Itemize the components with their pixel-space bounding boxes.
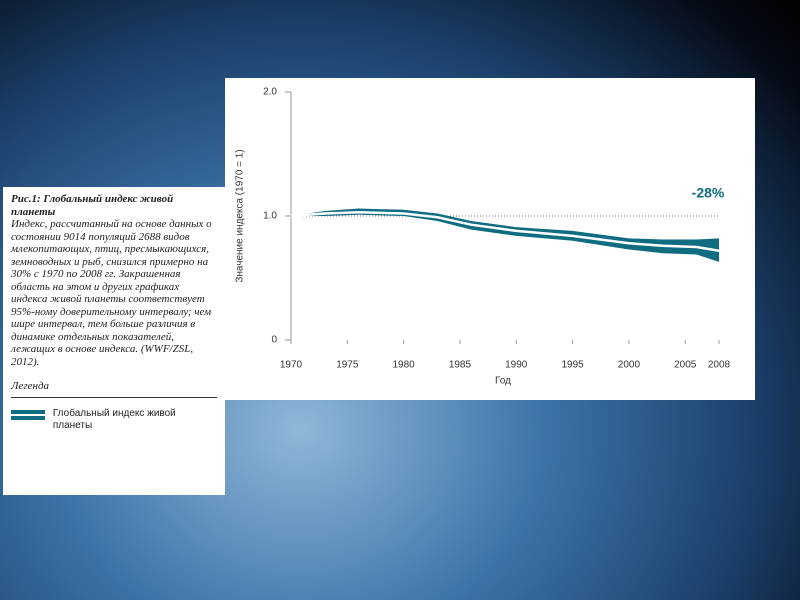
x-tick-label: 1980 [393,360,416,371]
y-tick-label: 1.0 [263,211,277,222]
legend-swatch [11,409,45,420]
x-tick-label: 1985 [449,360,472,371]
caption: Рис.1: Глобальный индекс живой планеты И… [3,187,225,495]
x-tick-label: 2008 [708,360,731,371]
annotation: -28% [692,185,725,201]
legend-entry: Глобальный индекс живой планеты [11,408,217,432]
confidence-band [291,208,719,262]
y-axis-label: Значение индекса (1970 = 1) [235,149,246,282]
legend-title: Легенда [11,380,217,398]
x-tick-label: 1990 [505,360,528,371]
x-tick-label: 1995 [561,360,584,371]
chart: Год Значение индекса (1970 = 1) -28% 0 1.… [225,78,755,400]
y-tick-label: 0 [271,335,277,346]
x-axis-label: Год [495,376,511,387]
x-tick-label: 1975 [336,360,359,371]
index-line [290,211,720,252]
x-tick-label: 1970 [280,360,303,371]
caption-title: Рис.1: Глобальный индекс живой планеты [11,193,174,218]
x-tick-label: 2000 [618,360,641,371]
caption-text: Индекс, рассчитанный на основе данных о … [11,218,212,368]
y-tick-label: 2.0 [263,87,277,98]
x-tick-label: 2005 [674,360,697,371]
legend-label: Глобальный индекс живой планеты [52,407,176,431]
